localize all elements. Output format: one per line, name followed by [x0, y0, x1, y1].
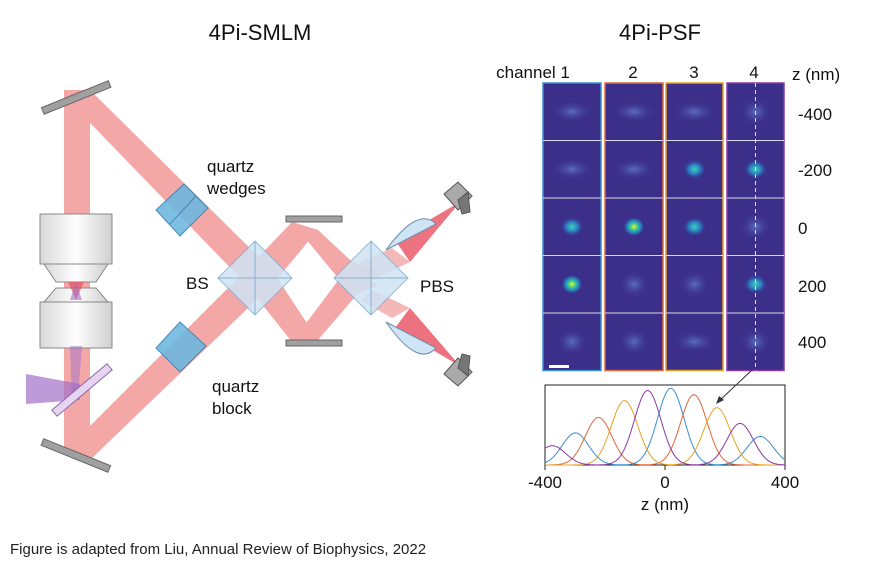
channel-header-1: channel 1 [496, 63, 570, 82]
label-quartz-wedges-line1: quartz [207, 157, 254, 176]
psf-spot [612, 100, 656, 123]
psf-spot [618, 270, 650, 299]
psf-panel: channel 1 2 3 4 z (nm) -400 -200 0 200 4… [496, 63, 840, 372]
x-tick-label: 400 [771, 473, 799, 492]
camera-icon [443, 181, 473, 215]
label-quartz-block-line1: quartz [212, 377, 259, 396]
chart-series-line [544, 390, 786, 466]
label-pbs: PBS [420, 277, 454, 296]
channel-header-3: 3 [689, 63, 698, 82]
dichroic-icon [51, 363, 113, 417]
intensity-chart: -400 0 400 z (nm) [528, 369, 799, 514]
psf-spot [550, 158, 594, 181]
x-tick-label: -400 [528, 473, 562, 492]
label-quartz-block-line2: block [212, 399, 252, 418]
beam-to-camera-bottom [395, 308, 460, 366]
psf-spot [612, 158, 656, 181]
beam-lower-diagonal [64, 270, 272, 460]
z-label: -200 [798, 161, 832, 180]
z-label: 0 [798, 219, 807, 238]
z-label: -400 [798, 105, 832, 124]
psf-spot [550, 100, 594, 123]
scale-bar-icon [549, 365, 569, 368]
title-4pi-psf: 4Pi-PSF [619, 20, 701, 45]
psf-spot [682, 159, 707, 180]
psf-spot [739, 327, 772, 356]
beam-to-camera-top [395, 202, 460, 262]
psf-spot [561, 274, 583, 295]
lens-icon [385, 321, 437, 355]
mirror-icon [285, 339, 343, 347]
chart-frame [544, 384, 786, 466]
objective-lens-icon [39, 213, 113, 283]
psf-spot [672, 100, 717, 123]
beam-splitter-icon [217, 240, 293, 316]
psf-spot [556, 327, 588, 356]
camera-icon [443, 353, 473, 387]
chart-series-line [545, 394, 785, 466]
label-bs: BS [186, 274, 209, 293]
label-quartz-wedges-line2: wedges [206, 179, 266, 198]
laser-beam [26, 374, 80, 404]
channel-header-4: 4 [749, 63, 758, 82]
psf-spot [672, 330, 717, 353]
psf-spot [743, 274, 768, 295]
beam-upper-diagonal [64, 90, 272, 284]
z-label: 400 [798, 333, 826, 352]
optical-setup: quartz wedges BS PBS quartz block [26, 80, 473, 473]
psf-spot [623, 216, 645, 237]
lens-icon [385, 218, 437, 251]
psf-spot [560, 216, 584, 237]
x-axis-label: z (nm) [641, 495, 689, 514]
title-4pi-smlm: 4Pi-SMLM [209, 20, 312, 45]
z-label: 200 [798, 277, 826, 296]
z-header: z (nm) [792, 65, 840, 84]
x-tick-label: 0 [660, 473, 669, 492]
figure-caption: Figure is adapted from Liu, Annual Revie… [10, 541, 427, 558]
channel-header-2: 2 [628, 63, 637, 82]
pointer-arrow [717, 369, 753, 403]
psf-spot [618, 327, 650, 356]
psf-spot [678, 270, 711, 299]
pbs-icon [333, 240, 409, 316]
psf-spot [682, 216, 707, 237]
quartz-block-icon [155, 321, 207, 373]
mirror-icon [40, 438, 112, 473]
mirror-icon [40, 80, 112, 115]
mirror-icon [285, 215, 343, 223]
chart-series-line [544, 387, 786, 466]
